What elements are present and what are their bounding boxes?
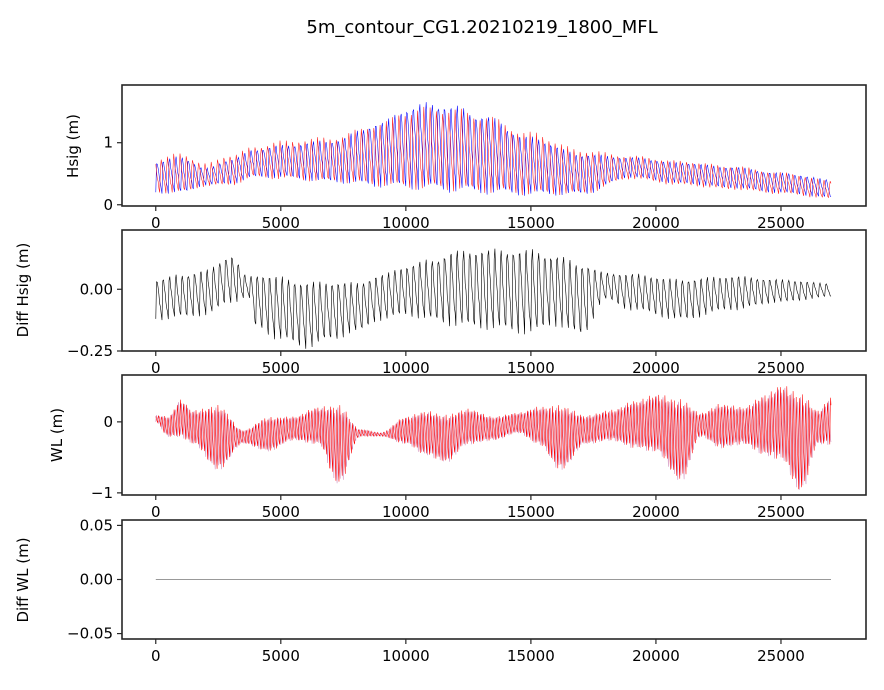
x-tick-label: 20000 bbox=[632, 359, 680, 377]
x-tick-label: 15000 bbox=[507, 647, 555, 665]
subplot-diff-wl: Diff WL (m) 0 5000 10000 15000 20000 25000 −0.… bbox=[14, 516, 867, 665]
x-tick-label: 10000 bbox=[382, 359, 430, 377]
x-tick-label: 0 bbox=[151, 647, 161, 665]
y-tick-label: 0.00 bbox=[80, 571, 113, 589]
x-tick-label: 15000 bbox=[507, 503, 555, 521]
subplot-wl: WL (m) 0 5000 10000 15000 20000 25000 −1 0 bbox=[48, 374, 867, 521]
x-tick-label: 15000 bbox=[507, 214, 555, 232]
y-tick-label: 0 bbox=[103, 413, 113, 431]
x-tick-label: 25000 bbox=[757, 503, 805, 521]
x-tick-label: 0 bbox=[151, 214, 161, 232]
y-tick-label: −0.25 bbox=[67, 342, 113, 360]
y-tick-label: −1 bbox=[91, 484, 113, 502]
series-line-run-A bbox=[155, 102, 832, 198]
plot-area bbox=[155, 248, 832, 349]
y-tick-label: 0 bbox=[103, 196, 113, 214]
axes-frame bbox=[121, 374, 867, 496]
plot-area bbox=[155, 102, 832, 199]
x-tick-label: 10000 bbox=[382, 647, 430, 665]
y-tick-label: 0.00 bbox=[80, 280, 113, 298]
y-tick-label: 1 bbox=[103, 134, 113, 152]
axes-frame bbox=[121, 84, 867, 207]
x-tick-label: 5000 bbox=[262, 647, 300, 665]
x-tick-label: 5000 bbox=[262, 503, 300, 521]
y-tick-label: −0.05 bbox=[67, 625, 113, 643]
series-line-difference bbox=[155, 248, 832, 349]
subplot-diff-hsig: Diff Hsig (m) 0 5000 10000 15000 20000 25000 −… bbox=[14, 229, 867, 377]
series-line-run-B bbox=[155, 386, 832, 490]
subplot-hsig: Hsig (m) 0 5000 10000 15000 20000 25000 0 1 bbox=[64, 84, 867, 232]
x-tick-label: 5000 bbox=[262, 214, 300, 232]
y-axis-label: Diff WL (m) bbox=[14, 537, 32, 622]
x-tick-label: 10000 bbox=[382, 214, 430, 232]
x-tick-label: 10000 bbox=[382, 503, 430, 521]
x-tick-label: 0 bbox=[151, 359, 161, 377]
x-tick-label: 0 bbox=[151, 503, 161, 521]
y-axis-label: WL (m) bbox=[48, 408, 66, 462]
plot-area bbox=[155, 386, 832, 490]
x-tick-label: 5000 bbox=[262, 359, 300, 377]
x-tick-label: 25000 bbox=[757, 214, 805, 232]
chart-title: 5m_contour_CG1.20210219_1800_MFL bbox=[306, 17, 657, 38]
x-tick-label: 20000 bbox=[632, 503, 680, 521]
x-tick-label: 20000 bbox=[632, 214, 680, 232]
axes-background bbox=[122, 375, 866, 495]
series-line-run-B bbox=[155, 106, 832, 199]
series-line-run-A bbox=[155, 387, 832, 490]
x-tick-label: 15000 bbox=[507, 359, 555, 377]
x-tick-label: 25000 bbox=[757, 647, 805, 665]
y-axis-label: Hsig (m) bbox=[64, 114, 82, 178]
axes-frame bbox=[121, 229, 867, 352]
x-tick-label: 20000 bbox=[632, 647, 680, 665]
y-tick-label: 0.05 bbox=[80, 516, 113, 534]
y-axis-label: Diff Hsig (m) bbox=[14, 243, 32, 338]
x-tick-label: 25000 bbox=[757, 359, 805, 377]
